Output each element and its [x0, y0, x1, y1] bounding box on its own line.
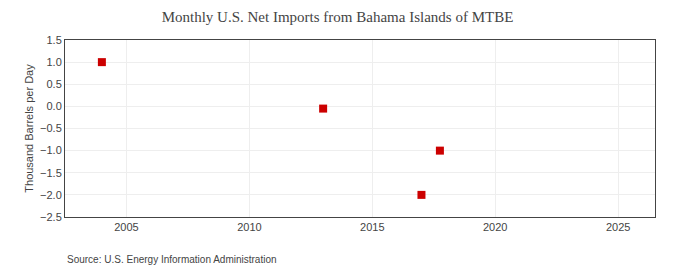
- svg-text:0.0: 0.0: [47, 100, 62, 112]
- svg-text:2005: 2005: [114, 221, 138, 233]
- svg-text:2025: 2025: [606, 221, 630, 233]
- svg-text:2020: 2020: [483, 221, 507, 233]
- svg-text:2015: 2015: [360, 221, 384, 233]
- svg-text:0.5: 0.5: [47, 78, 62, 90]
- svg-text:Source: U.S. Energy Informatio: Source: U.S. Energy Information Administ…: [67, 254, 277, 265]
- svg-text:−2.0: −2.0: [40, 189, 62, 201]
- svg-text:1.0: 1.0: [47, 56, 62, 68]
- svg-text:−1.0: −1.0: [40, 144, 62, 156]
- svg-text:2010: 2010: [237, 221, 261, 233]
- svg-text:−0.5: −0.5: [40, 122, 62, 134]
- svg-text:−2.5: −2.5: [40, 211, 62, 223]
- svg-text:−1.5: −1.5: [40, 167, 62, 179]
- svg-text:Monthly U.S. Net Imports from: Monthly U.S. Net Imports from Bahama Isl…: [162, 9, 514, 25]
- svg-text:Thousand Barrels per Day: Thousand Barrels per Day: [23, 64, 35, 193]
- svg-text:1.5: 1.5: [47, 34, 62, 46]
